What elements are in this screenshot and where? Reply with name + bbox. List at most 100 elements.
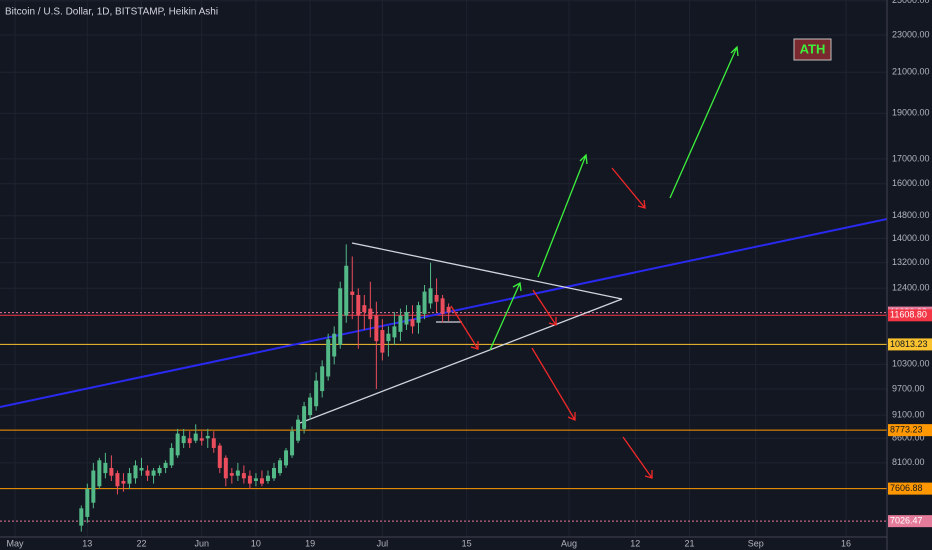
candle-body <box>302 406 307 429</box>
candle-body <box>308 397 313 416</box>
candle-body <box>193 433 198 441</box>
price-level-badge <box>888 424 932 437</box>
candle-body <box>422 291 427 314</box>
candle-body <box>145 470 150 476</box>
candle-body <box>109 467 114 476</box>
candle-body <box>115 473 120 487</box>
candles <box>79 244 451 532</box>
candle-body <box>368 308 373 320</box>
x-tick-label: Aug <box>561 538 577 548</box>
candle-body <box>374 315 379 342</box>
candle-body <box>199 438 204 441</box>
price-level-label: 8773.23 <box>890 425 923 435</box>
candle-body <box>392 326 397 338</box>
price-axis <box>887 0 932 550</box>
axes: 25000.00 23000.00 21000.00 19000.00 17000.00… <box>7 0 932 548</box>
y-tick-label: 17000.00 <box>892 153 930 163</box>
candle-body <box>187 438 192 444</box>
candle-body <box>175 433 180 456</box>
candle-body <box>181 435 186 444</box>
candle-body <box>211 438 216 448</box>
candle-body <box>344 265 349 316</box>
candle-body <box>386 333 391 342</box>
candle-body <box>91 470 96 503</box>
candle-body <box>103 462 108 474</box>
y-tick-label: 9700.00 <box>892 383 925 393</box>
candle-body <box>127 473 132 484</box>
candle-body <box>223 457 228 479</box>
triangle-lower <box>299 298 623 424</box>
candle-body <box>440 298 445 314</box>
candle-body <box>338 288 343 345</box>
candle-body <box>163 462 168 468</box>
candle-body <box>157 467 162 474</box>
chart-title: Bitcoin / U.S. Dollar, 1D, BITSTAMP, Hei… <box>5 7 218 18</box>
candle-body <box>139 467 144 471</box>
y-tick-label: 25000.00 <box>892 0 930 5</box>
candle-body <box>428 288 433 304</box>
candle-body <box>79 508 84 526</box>
x-tick-label: 10 <box>251 538 261 548</box>
candle-body <box>85 488 90 517</box>
price-level-badge <box>888 309 932 322</box>
candle-body <box>247 475 252 484</box>
y-tick-label: 16000.00 <box>892 178 930 188</box>
ath-text: ATH <box>800 41 826 56</box>
y-tick-label: 21000.00 <box>892 67 930 77</box>
candle-body <box>278 460 283 474</box>
arrow <box>611 167 646 209</box>
candle-body <box>229 473 234 476</box>
ath-box <box>793 38 832 61</box>
candle-body <box>253 478 258 481</box>
x-tick-label: May <box>7 538 25 548</box>
candle-body <box>410 319 415 327</box>
triangle-upper <box>351 242 623 300</box>
candle-body <box>434 294 439 302</box>
x-tick-label: 13 <box>82 538 92 548</box>
candle-body <box>290 431 295 456</box>
price-level-label: 7026.47 <box>890 516 923 526</box>
candle-body <box>284 450 289 466</box>
arrow <box>450 305 479 350</box>
x-tick-label: Jun <box>194 538 209 548</box>
x-tick-label: 19 <box>305 538 315 548</box>
x-tick-label: Sep <box>748 538 764 548</box>
arrow <box>669 45 739 199</box>
candle-body <box>217 445 222 468</box>
price-level-label: 10813.23 <box>890 339 928 349</box>
arrow <box>622 436 653 479</box>
y-tick-label: 10300.00 <box>892 359 930 369</box>
candle-body <box>265 475 270 481</box>
y-tick-label: 19000.00 <box>892 108 930 118</box>
y-tick-label: 14800.00 <box>892 210 930 220</box>
y-tick-label: 12400.00 <box>892 283 930 293</box>
candle-body <box>121 480 126 484</box>
x-tick-label: 15 <box>462 538 472 548</box>
candle-body <box>235 470 240 476</box>
y-tick-label: 23000.00 <box>892 29 930 39</box>
candle-body <box>169 447 174 466</box>
y-tick-label: 8100.00 <box>892 457 925 467</box>
candle-body <box>205 435 210 439</box>
candle-body <box>320 366 325 392</box>
candle-body <box>314 380 319 407</box>
candle-body <box>326 339 331 377</box>
price-level-label: 7606.88 <box>890 483 923 493</box>
y-tick-label: 8600.00 <box>892 433 925 443</box>
candle-body <box>97 460 102 487</box>
candle-body <box>271 467 276 479</box>
price-level-badge <box>888 338 932 351</box>
candle-body <box>380 330 385 353</box>
candle-body <box>259 478 264 484</box>
candle-body <box>404 312 409 325</box>
candle-body <box>398 315 403 332</box>
candle-body <box>350 291 355 295</box>
candle-body <box>446 306 451 313</box>
price-level-badge <box>888 515 932 528</box>
arrow <box>537 153 588 278</box>
x-tick-label: 22 <box>137 538 147 548</box>
candle-body <box>416 305 421 323</box>
x-tick-label: Jul <box>377 538 389 548</box>
x-tick-label: 12 <box>630 538 640 548</box>
